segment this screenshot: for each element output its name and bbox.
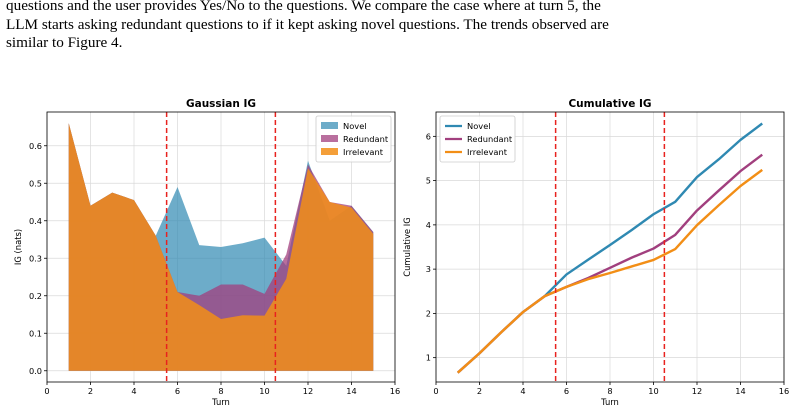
y-axis-label: Cumulative IG [402,217,412,276]
x-tick-label: 16 [779,386,789,396]
y-tick-label: 0.3 [29,253,42,263]
legend-label: Irrelevant [467,147,508,157]
legend-swatch [321,122,338,129]
y-axis-label: IG (nats) [13,229,23,265]
y-tick-label: 5 [426,176,431,186]
caption-line-2: LLM starts asking redundant questions to… [6,15,609,33]
y-tick-label: 0.4 [29,216,42,226]
figure-caption: questions and the user provides Yes/No t… [6,0,798,53]
y-tick-label: 0.2 [29,291,42,301]
x-tick-label: 14 [735,386,745,396]
legend-swatch [321,148,338,155]
x-tick-label: 8 [218,386,223,396]
area-irrelevant [68,123,374,371]
x-tick-label: 12 [303,386,313,396]
chart-title: Gaussian IG [186,98,256,110]
y-tick-label: 0.5 [29,178,42,188]
x-tick-label: 6 [564,386,569,396]
y-tick-label: 0.6 [29,141,42,151]
x-tick-label: 4 [131,386,136,396]
caption-line-3: similar to Figure 4. [6,34,123,51]
legend-label: Redundant [343,134,389,144]
y-tick-label: 4 [426,220,431,230]
x-tick-label: 0 [433,386,438,396]
y-tick-label: 3 [426,264,431,274]
y-tick-label: 2 [426,308,431,318]
y-tick-label: 6 [426,131,431,141]
y-tick-label: 0.1 [29,328,42,338]
x-tick-label: 10 [259,386,269,396]
x-tick-label: 14 [346,386,356,396]
x-tick-label: 10 [648,386,658,396]
legend-label: Novel [343,121,367,131]
caption-line-1: questions and the user provides Yes/No t… [6,0,601,14]
legend-label: Novel [467,121,491,131]
gaussian-ig-chart: Gaussian IG 0 2 4 6 8 10 12 14 16 0.0 0.1 0.2 0.3 0.4 0… [13,98,400,407]
legend-swatch [321,135,338,142]
x-tick-label: 16 [390,386,400,396]
x-tick-label: 8 [607,386,612,396]
x-axis-label: Turn [600,397,619,407]
chart-title: Cumulative IG [568,98,651,110]
x-tick-label: 2 [88,386,93,396]
legend-label: Irrelevant [343,147,384,157]
x-tick-label: 12 [692,386,702,396]
legend-box [439,115,516,163]
cumulative-ig-chart: Cumulative IG0 2 4 6 8 10 12 14 16123456TurnCumu… [402,98,789,407]
x-tick-label: 6 [175,386,180,396]
x-axis-label: Turn [211,397,230,407]
x-tick-label: 2 [477,386,482,396]
y-tick-label: 0.0 [29,366,42,376]
x-tick-label: 0 [44,386,49,396]
line-irrelevant [456,168,763,374]
y-tick-label: 1 [426,353,431,363]
x-tick-label: 4 [520,386,525,396]
legend-label: Redundant [467,134,513,144]
